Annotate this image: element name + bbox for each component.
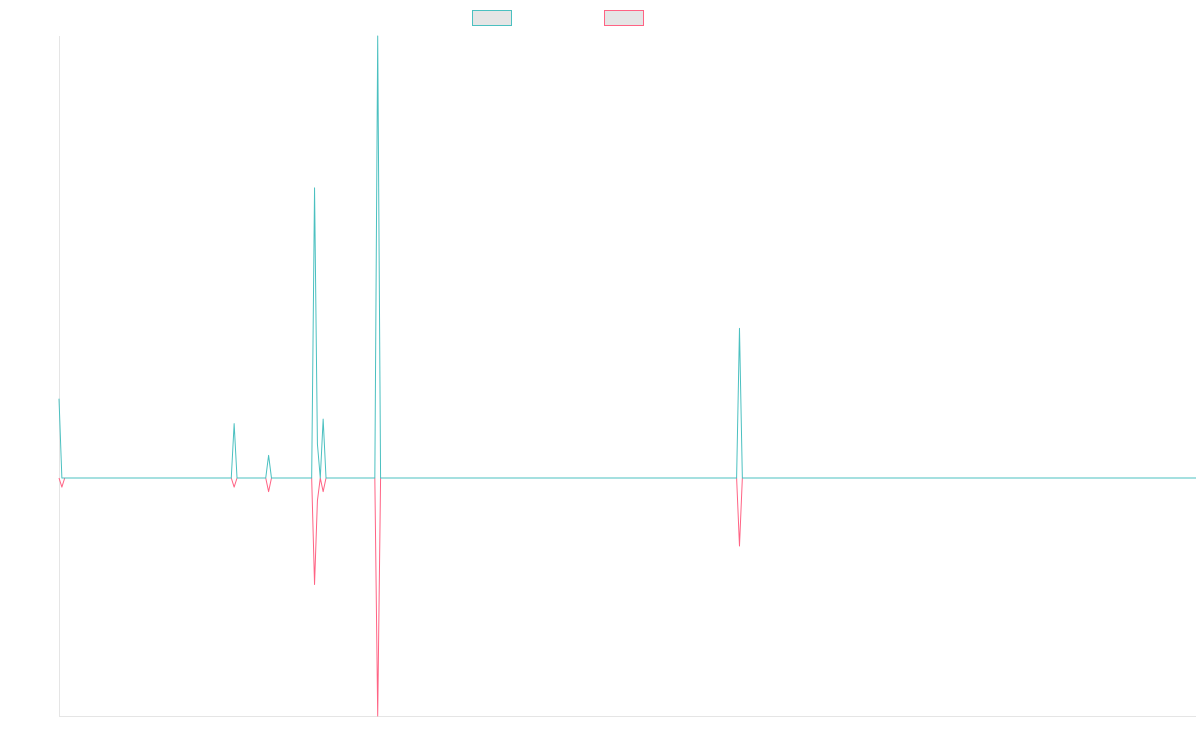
- legend-swatch-1[interactable]: [472, 10, 512, 26]
- legend-swatch-2[interactable]: [604, 10, 644, 26]
- chart-legend[interactable]: [472, 10, 644, 26]
- series-layer: [58, 35, 1196, 717]
- series-line-1: [58, 35, 1196, 479]
- series-line-2: [58, 477, 1196, 717]
